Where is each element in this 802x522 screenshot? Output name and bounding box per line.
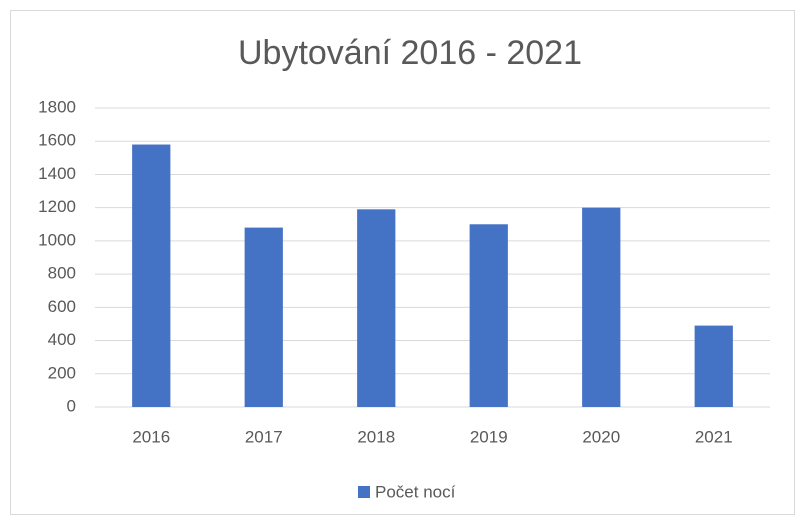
y-tick-label: 1200 <box>38 197 76 216</box>
y-tick-label: 800 <box>48 264 76 283</box>
bar <box>132 144 171 408</box>
y-tick-label: 1600 <box>38 131 76 150</box>
bar <box>469 224 508 407</box>
y-tick-label: 400 <box>48 330 76 349</box>
x-tick-label: 2017 <box>245 427 283 446</box>
x-tick-label: 2016 <box>132 427 170 446</box>
bar <box>244 227 283 407</box>
chart-title: Ubytování 2016 - 2021 <box>238 34 582 72</box>
y-tick-label: 1800 <box>38 97 76 116</box>
y-tick-label: 200 <box>48 363 76 382</box>
legend-swatch <box>358 486 370 498</box>
bar <box>694 325 733 407</box>
legend-label: Počet nocí <box>375 482 456 501</box>
y-tick-label: 1000 <box>38 230 76 249</box>
bar <box>357 209 396 407</box>
y-tick-label: 1400 <box>38 164 76 183</box>
x-tick-label: 2018 <box>357 427 395 446</box>
bar <box>582 207 621 407</box>
chart-frame <box>10 10 795 515</box>
y-tick-label: 600 <box>48 297 76 316</box>
x-tick-label: 2020 <box>582 427 620 446</box>
y-tick-label: 0 <box>67 396 76 415</box>
x-tick-label: 2019 <box>470 427 508 446</box>
x-tick-label: 2021 <box>695 427 733 446</box>
